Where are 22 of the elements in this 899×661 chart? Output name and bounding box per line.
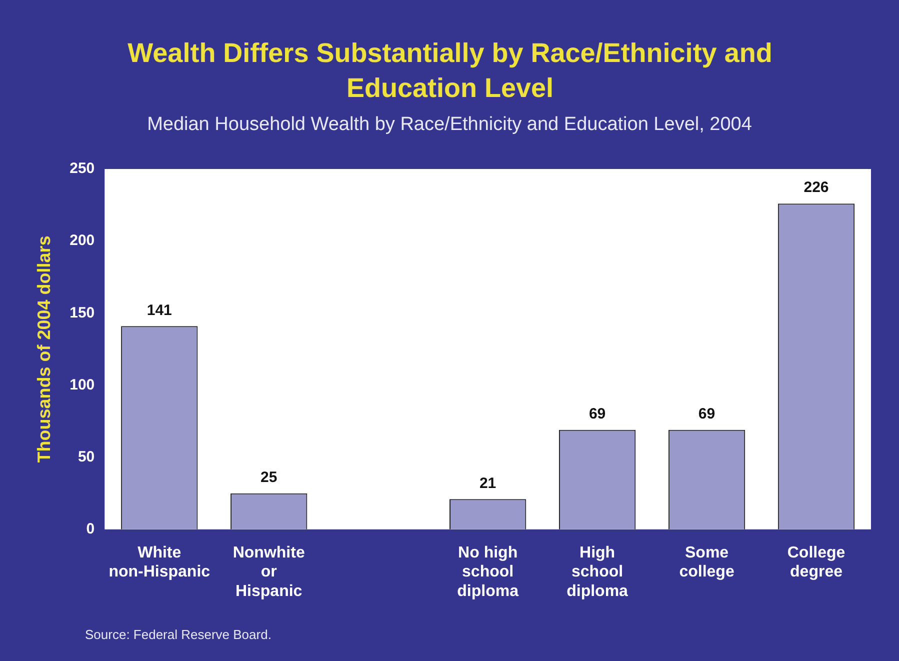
data-label: 226 <box>804 179 829 196</box>
y-tick-label: 0 <box>86 520 95 538</box>
chart-title: Wealth Differs Substantially by Race/Ethnicity and Education Level <box>126 37 774 105</box>
data-label: 69 <box>588 406 606 423</box>
y-axis-title: Thousands of 2004 dollars <box>34 236 54 463</box>
x-tick-label: College degree <box>787 544 846 581</box>
data-label: 69 <box>698 406 716 423</box>
y-tick-label: 100 <box>70 376 95 394</box>
y-tick-label: 250 <box>70 160 95 178</box>
y-tick-label: 50 <box>78 448 95 466</box>
x-tick-label: High school diploma <box>566 544 628 600</box>
x-tick-label: Some college <box>679 544 734 581</box>
chart-subtitle: Median Household Wealth by Race/Ethnicity and Education Level, 2004 <box>146 114 753 136</box>
data-label: 21 <box>479 474 496 492</box>
x-tick-label: Nonwhite or Hispanic <box>232 544 305 600</box>
data-label: 25 <box>260 469 278 486</box>
source-note: Source: Federal Reserve Board. <box>85 627 272 642</box>
y-tick-label: 150 <box>70 304 95 322</box>
data-label: 141 <box>146 302 172 319</box>
y-tick-label: 200 <box>70 232 95 250</box>
x-tick-label: No high school diploma <box>457 544 519 600</box>
x-tick-label: White non-Hispanic <box>108 544 210 581</box>
